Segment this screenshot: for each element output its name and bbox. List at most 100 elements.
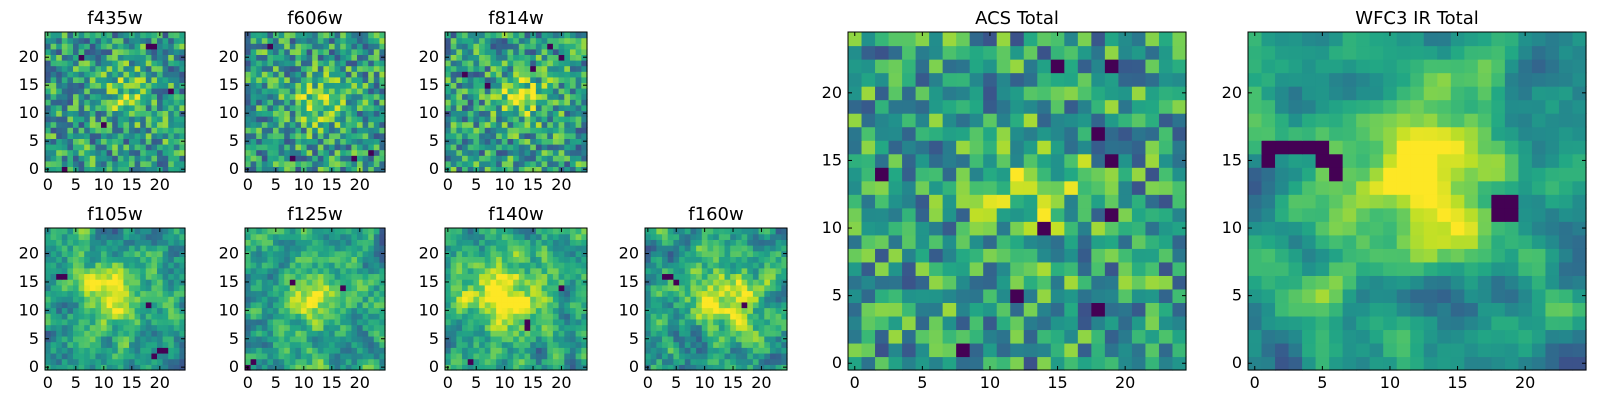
heatmap-cell [764, 296, 771, 303]
heatmap-cell [956, 275, 971, 290]
heatmap-cell [684, 347, 692, 354]
heatmap-cell [552, 296, 560, 303]
heatmap-cell [151, 82, 158, 89]
heatmap-cell [673, 352, 680, 360]
heatmap-cell [575, 364, 582, 371]
heatmap-cell [301, 330, 308, 337]
heatmap-cell [564, 32, 571, 39]
heatmap-cell [306, 149, 313, 156]
heatmap-cell [351, 341, 358, 348]
heatmap-cell [535, 296, 543, 303]
heatmap-cell [140, 267, 147, 275]
heatmap-cell [473, 71, 480, 78]
heatmap-cell [1131, 248, 1147, 263]
heatmap-cell [84, 32, 91, 39]
heatmap-cell [250, 307, 257, 314]
heatmap-cell [558, 239, 565, 246]
heatmap-cell [73, 43, 80, 50]
heatmap-cell [490, 149, 497, 156]
heatmap-cell [496, 267, 503, 275]
heatmap-cell [479, 318, 486, 326]
heatmap-cell [73, 93, 80, 100]
heatmap-cell [278, 313, 285, 320]
heatmap-cell [323, 301, 330, 309]
heatmap-cell [179, 267, 186, 275]
heatmap-cell [112, 347, 119, 354]
heatmap-cell [569, 82, 577, 89]
heatmap-cell [645, 245, 652, 252]
heatmap-cell [373, 166, 380, 173]
heatmap-cell [942, 221, 957, 236]
heatmap-cell [547, 341, 554, 348]
heatmap-cell [67, 160, 74, 167]
heatmap-cell [581, 99, 588, 106]
heatmap-cell [345, 82, 352, 89]
heatmap-cell [490, 262, 497, 269]
heatmap-cell [351, 245, 358, 252]
heatmap-cell [295, 121, 302, 128]
heatmap-cell [752, 267, 760, 275]
heatmap-cell [256, 239, 263, 246]
heatmap-cell [484, 88, 492, 95]
heatmap-cell [112, 71, 119, 78]
heatmap-cell [78, 318, 85, 326]
heatmap-cell [445, 71, 452, 78]
heatmap-cell [656, 330, 663, 337]
heatmap-cell [718, 341, 726, 348]
heatmap-cell [117, 296, 124, 303]
heatmap-cell [123, 104, 130, 111]
heatmap-cell [558, 127, 565, 134]
heatmap-cell [351, 262, 358, 269]
heatmap-cell [524, 127, 531, 134]
heatmap-cell [484, 324, 492, 331]
heatmap-cell [256, 43, 263, 50]
heatmap-cell [112, 301, 119, 309]
heatmap-cell [929, 302, 944, 317]
heatmap-cell [256, 166, 263, 173]
heatmap-cell [345, 104, 352, 111]
heatmap-cell [157, 132, 164, 139]
heatmap-cell [123, 93, 130, 100]
heatmap-cell [329, 341, 336, 348]
heatmap-cell [450, 239, 457, 246]
heatmap-cell [101, 82, 108, 89]
heatmap-cell [701, 267, 709, 275]
heatmap-cell [312, 324, 319, 331]
heatmap-cell [969, 167, 984, 182]
heatmap-cell [323, 341, 330, 348]
heatmap-cell [73, 307, 80, 314]
heatmap-cell [284, 144, 291, 151]
heatmap-cell [173, 93, 180, 100]
heatmap-cell [747, 341, 754, 348]
heatmap-cell [289, 48, 296, 55]
heatmap-cell [317, 88, 324, 95]
heatmap-cell [250, 155, 257, 162]
heatmap-cell [730, 324, 737, 331]
heatmap-cell [45, 121, 52, 128]
heatmap-cell [541, 301, 548, 309]
heatmap-cell [467, 60, 474, 67]
heatmap-cell [564, 166, 571, 173]
heatmap-cell [524, 335, 531, 343]
heatmap-cell [117, 82, 124, 89]
heatmap-cell [56, 341, 63, 348]
heatmap-cell [915, 342, 930, 358]
heatmap-cell [45, 256, 52, 263]
heatmap-cell [564, 358, 571, 365]
heatmap-cell [323, 99, 330, 106]
heatmap-cell [273, 60, 280, 67]
heatmap-cell [95, 233, 102, 240]
heatmap-cell [357, 335, 364, 343]
heatmap-cell [84, 54, 91, 61]
heatmap-cell [106, 273, 113, 280]
heatmap-cell [969, 342, 984, 358]
heatmap-cell [84, 330, 91, 337]
heatmap-cell [295, 65, 302, 72]
heatmap-cell [524, 284, 531, 292]
heatmap-cell [535, 262, 543, 269]
tick-label: 15 [619, 272, 639, 291]
heatmap-cell [45, 76, 52, 83]
tick-label: 20 [551, 175, 571, 194]
heatmap-cell [473, 324, 480, 331]
